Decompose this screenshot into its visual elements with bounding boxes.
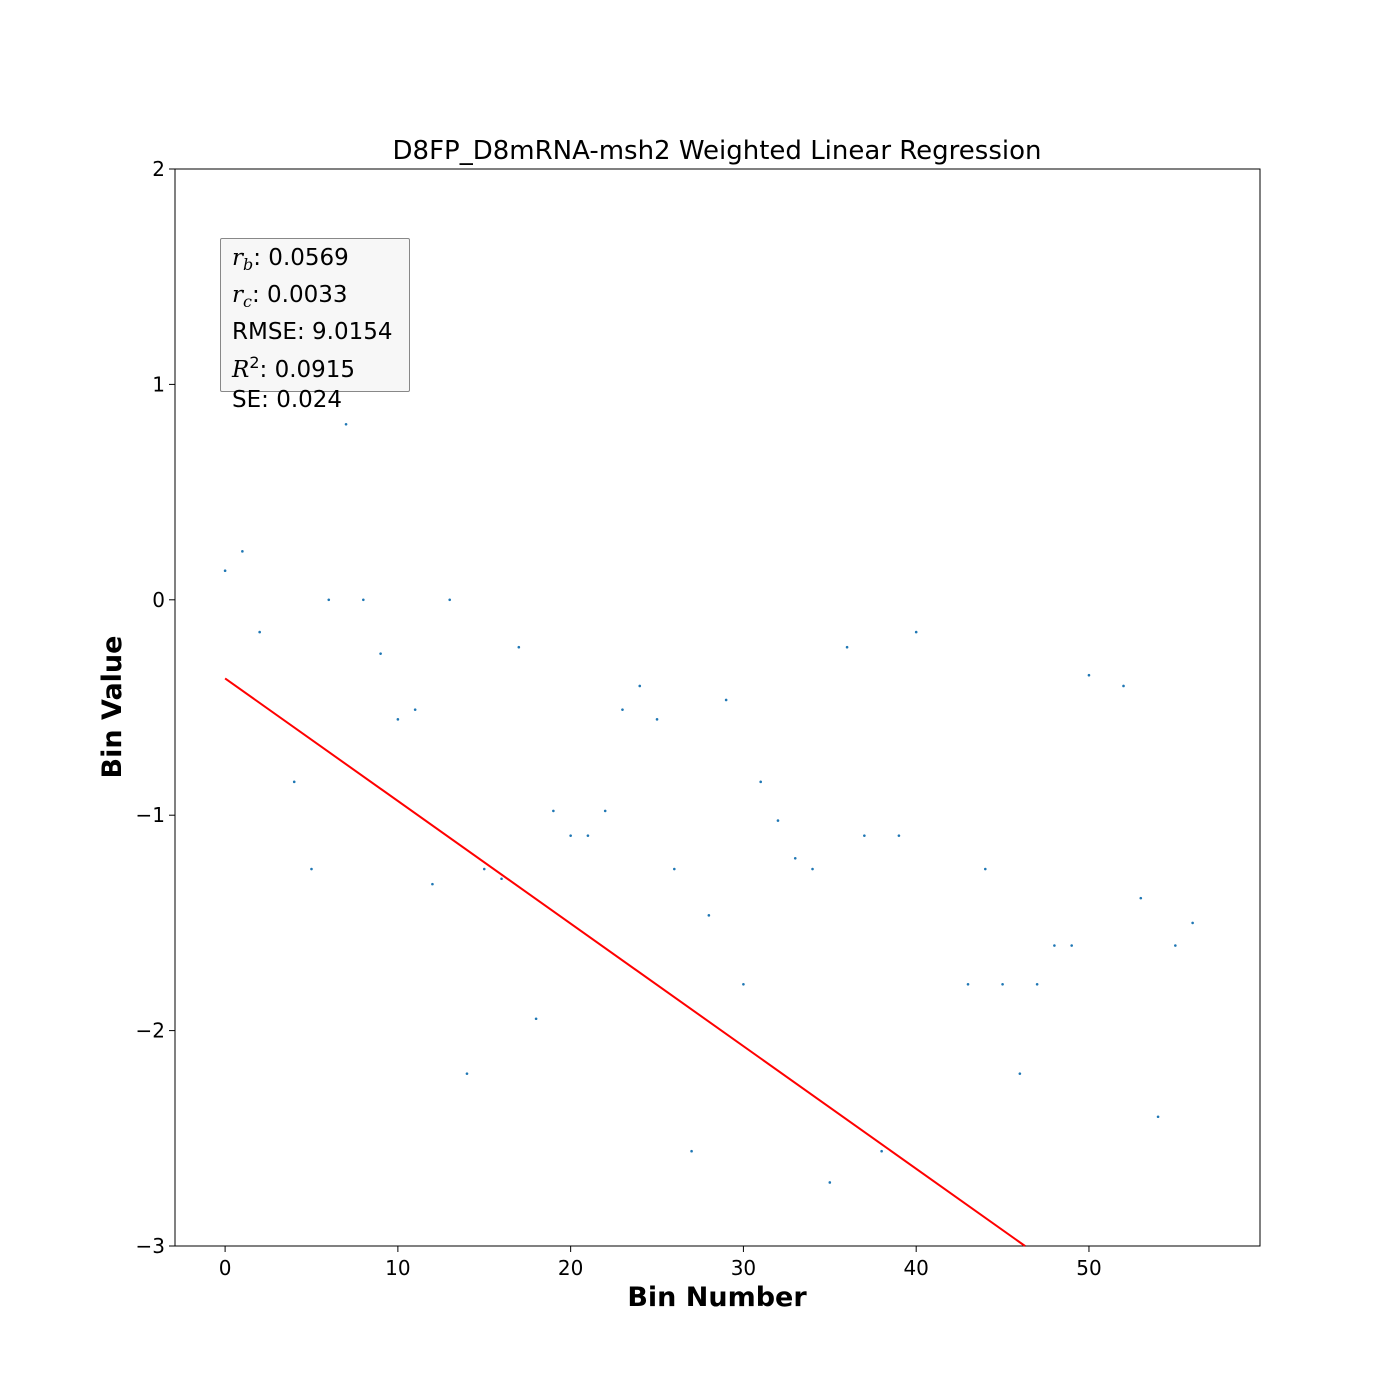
data-point [983, 867, 987, 871]
x-tick-label: 50 [1076, 1256, 1101, 1280]
data-point [344, 422, 348, 426]
data-point [517, 645, 521, 649]
data-point [379, 652, 382, 655]
data-point [828, 1181, 832, 1184]
data-point [1122, 684, 1125, 688]
y-axis-label: Bin Value [97, 636, 128, 779]
data-point [292, 780, 296, 784]
data-point [327, 598, 331, 602]
data-point [431, 882, 434, 886]
data-point [241, 550, 244, 553]
data-point [759, 780, 762, 784]
y-tick-label: −1 [136, 803, 165, 827]
data-point [1035, 982, 1039, 986]
y-tick-label: −3 [136, 1234, 165, 1258]
data-point [1156, 1115, 1160, 1119]
x-tick-label: 20 [558, 1256, 583, 1280]
y-tick-label: 0 [152, 588, 165, 612]
stat-line: rc: 0.0033 [232, 280, 409, 317]
data-point [586, 834, 590, 837]
x-axis-label: Bin Number [627, 1282, 807, 1313]
data-point [1174, 944, 1177, 947]
stat-value: RMSE: 9.0154 [232, 319, 393, 346]
x-axis-ticks: 0 10 20 30 40 50 [219, 1246, 1102, 1280]
stat-subscript: b [243, 255, 254, 274]
data-point [1018, 1072, 1022, 1075]
data-point [500, 877, 503, 881]
y-tick-label: 1 [152, 372, 165, 396]
stat-superscript: 2 [249, 352, 260, 372]
stat-value: : 0.0569 [253, 245, 349, 271]
stat-value: SE: 0.024 [232, 386, 343, 413]
data-point [396, 718, 400, 721]
data-point [863, 834, 866, 837]
data-point [465, 1072, 469, 1075]
data-point [482, 867, 486, 871]
data-point [448, 598, 452, 602]
data-point [258, 630, 261, 634]
data-points [223, 422, 1194, 1184]
data-point [690, 1149, 693, 1153]
data-point [673, 867, 676, 871]
x-tick-label: 40 [903, 1256, 928, 1280]
data-point [223, 569, 227, 573]
data-point [724, 698, 728, 702]
stats-box: rb: 0.0569 rc: 0.0033 RMSE: 9.0154 R2: 0.09… [220, 238, 410, 413]
y-axis-ticks: −3 −2 −1 0 1 2 [136, 157, 175, 1258]
plot-area [174, 168, 1261, 1247]
data-point [707, 914, 711, 917]
data-point [966, 982, 970, 986]
data-point [655, 718, 659, 721]
stat-value: : 0.0033 [251, 282, 348, 309]
y-tick-label: −2 [136, 1019, 165, 1043]
data-point [811, 867, 814, 871]
data-point [845, 645, 849, 649]
stat-symbol: r [232, 282, 243, 309]
data-point [534, 1017, 538, 1021]
data-point [742, 982, 745, 986]
data-point [914, 630, 918, 634]
chart-title: D8FP_D8mRNA-msh2 Weighted Linear Regress… [393, 136, 1042, 166]
data-point [1191, 921, 1194, 925]
y-tick-label: 2 [152, 157, 165, 181]
data-point [1001, 982, 1004, 986]
data-point [603, 809, 607, 813]
data-point [1139, 896, 1143, 900]
stat-line: rb: 0.0569 [232, 243, 409, 280]
data-point [776, 819, 780, 822]
x-tick-label: 10 [385, 1256, 410, 1280]
data-point [552, 809, 555, 813]
data-point [1087, 673, 1091, 677]
stat-line: R2: 0.0915 [232, 348, 409, 385]
data-point [880, 1149, 883, 1153]
x-tick-label: 30 [731, 1256, 756, 1280]
data-point [638, 684, 642, 688]
stat-value: : 0.0915 [259, 356, 356, 383]
stat-symbol: r [232, 245, 243, 271]
data-point [1070, 944, 1073, 947]
data-point [793, 856, 797, 860]
stat-symbol: R [232, 356, 250, 383]
stat-line: RMSE: 9.0154 [232, 317, 409, 347]
data-point [569, 834, 572, 837]
data-point [413, 708, 417, 711]
data-point [1053, 944, 1056, 947]
data-point [310, 867, 313, 871]
stat-subscript: c [243, 292, 252, 312]
x-tick-label: 0 [219, 1256, 232, 1280]
data-point [362, 598, 365, 602]
regression-line [224, 677, 1026, 1247]
stat-line: SE: 0.024 [232, 385, 409, 415]
data-point [621, 708, 624, 711]
data-point [897, 834, 901, 837]
